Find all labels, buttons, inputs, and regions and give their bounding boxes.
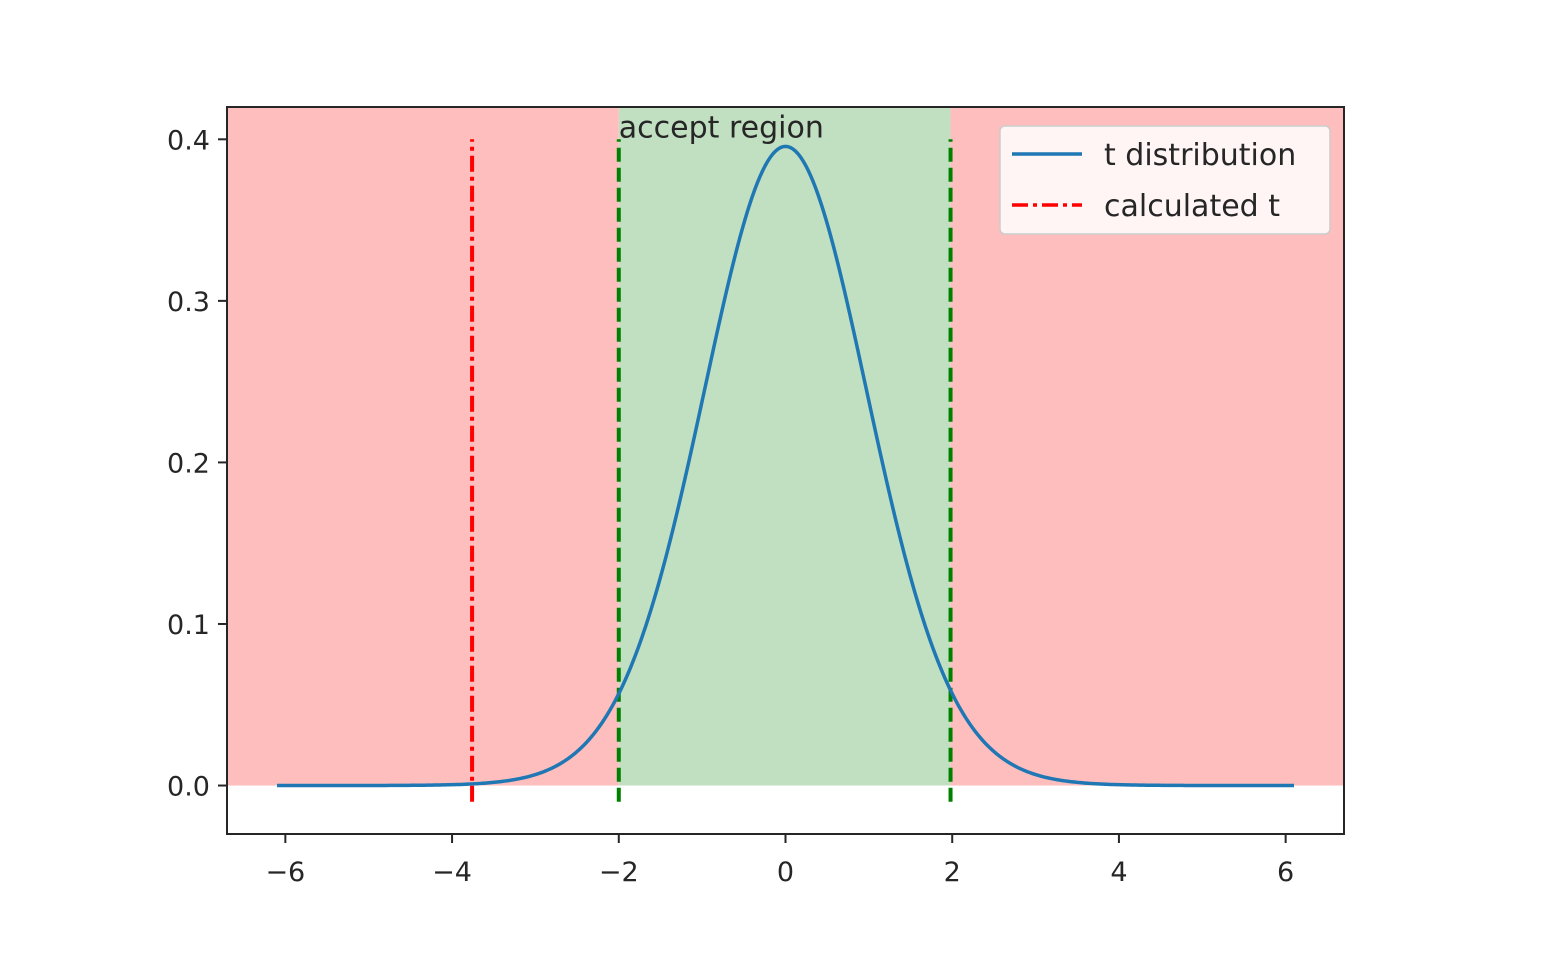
series-t-distribution-line <box>277 144 1294 788</box>
legend-label-1: calculated t <box>1104 189 1280 224</box>
accept-region-label: accept region <box>619 110 824 145</box>
x-tick-label: 0 <box>777 857 794 888</box>
y-tick-label: 0.3 <box>167 287 210 318</box>
y-tick-label: 0.4 <box>167 125 210 156</box>
x-axis: −6 −4 −2 0 2 4 6 <box>265 834 1294 888</box>
region-0 <box>618 107 951 786</box>
y-tick-label: 0.1 <box>167 610 210 641</box>
legend: t distribution calculated t <box>999 125 1331 235</box>
legend-box <box>999 125 1331 235</box>
x-tick-label: 4 <box>1110 857 1127 888</box>
x-tick-label: 2 <box>944 857 961 888</box>
x-tick-label: 6 <box>1277 857 1294 888</box>
annotations: accept region <box>619 110 824 145</box>
legend-label-0: t distribution <box>1104 138 1296 173</box>
y-axis: 0.0 0.1 0.2 0.3 0.4 <box>167 125 227 803</box>
x-tick-label: −4 <box>432 857 472 888</box>
x-tick-label: −6 <box>265 857 305 888</box>
y-tick-label: 0.2 <box>167 448 210 479</box>
series-layer <box>277 139 1294 802</box>
y-tick-label: 0.0 <box>167 772 210 803</box>
x-tick-label: −2 <box>599 857 639 888</box>
region-1 <box>227 107 619 786</box>
